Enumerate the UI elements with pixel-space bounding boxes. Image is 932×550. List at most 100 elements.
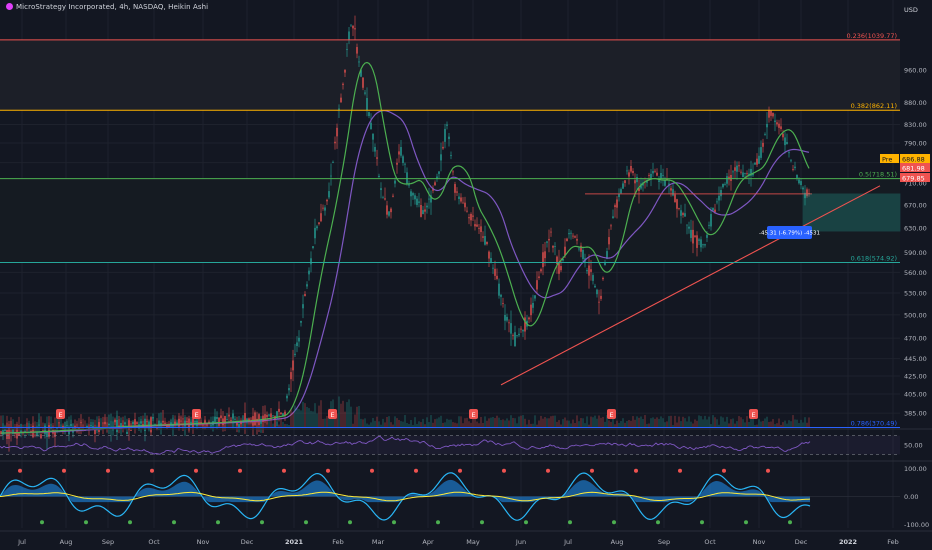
volume-bar	[366, 423, 368, 428]
candle-body	[278, 408, 280, 412]
oscillator-buy-dot	[480, 520, 484, 525]
candle-body	[628, 172, 630, 177]
volume-bar	[0, 415, 2, 428]
symbol-title[interactable]: MicroStrategy Incorporated, 4h, NASDAQ, …	[6, 3, 208, 11]
volume-bar	[760, 421, 762, 428]
volume-bar	[512, 417, 514, 428]
volume-bar	[800, 419, 802, 428]
oscillator-buy-dot	[700, 520, 704, 525]
price-axis-tick-label: 960.00	[904, 66, 927, 74]
volume-bar	[496, 415, 498, 428]
earnings-marker[interactable]	[469, 409, 478, 419]
volume-bar	[468, 421, 470, 428]
volume-bar	[276, 421, 278, 428]
volume-bar	[54, 417, 56, 428]
candle-body	[488, 251, 490, 259]
candle-body	[282, 413, 284, 416]
volume-bar	[368, 424, 370, 428]
ascending-trendline[interactable]	[500, 185, 881, 386]
volume-bar	[208, 423, 210, 428]
volume-bar	[180, 415, 182, 428]
candle-body	[536, 280, 538, 290]
volume-bar	[744, 422, 746, 428]
candle-body	[566, 238, 568, 242]
candle-body	[326, 199, 328, 202]
volume-bar	[558, 420, 560, 428]
volume-bar	[106, 416, 108, 428]
candle-body	[676, 199, 678, 209]
volume-bar	[100, 418, 102, 428]
candle-body	[754, 162, 756, 165]
fib-level-label: 0.5(718.51)	[859, 171, 897, 179]
earnings-marker[interactable]	[192, 409, 201, 419]
earnings-marker[interactable]	[749, 409, 758, 419]
candle-body	[554, 246, 556, 247]
candle-body	[700, 239, 702, 248]
candle-body	[494, 268, 496, 276]
volume-bar	[594, 415, 596, 428]
volume-bar	[570, 423, 572, 428]
candle-body	[588, 265, 590, 276]
oscillator-sell-dot	[150, 468, 154, 473]
candle-body	[482, 236, 484, 238]
candle-body	[770, 110, 772, 116]
volume-bar	[784, 420, 786, 428]
time-axis-tick-label: Jul	[17, 538, 26, 546]
candle-body	[340, 97, 342, 103]
candle-body	[108, 423, 110, 425]
candle-body	[162, 420, 164, 423]
volume-bar	[260, 418, 262, 428]
candle-body	[652, 170, 654, 174]
volume-bar	[152, 418, 154, 428]
volume-bar	[532, 423, 534, 428]
candle-body	[410, 191, 412, 197]
volume-bar	[788, 420, 790, 428]
candle-body	[746, 173, 748, 175]
candle-body	[594, 285, 596, 288]
price-axis-tick-label: 385.00	[904, 410, 927, 418]
volume-bar	[798, 423, 800, 428]
volume-bar	[388, 416, 390, 428]
volume-bar	[70, 415, 72, 428]
time-axis-tick-label: 2021	[285, 538, 304, 546]
time-axis-tick-label: Dec	[795, 538, 808, 546]
volume-bar	[766, 416, 768, 428]
price-tag-prefix	[880, 154, 899, 163]
volume-bar	[418, 421, 420, 428]
volume-bar	[726, 416, 728, 428]
volume-bar	[230, 416, 232, 428]
volume-bar	[402, 421, 404, 428]
price-axis-tick-label: 405.00	[904, 391, 927, 399]
candle-body	[322, 207, 324, 209]
price-tag	[900, 163, 930, 172]
candle-body	[666, 178, 668, 180]
candle-body	[760, 147, 762, 158]
candle-body	[544, 251, 546, 259]
volume-bar	[462, 423, 464, 428]
candle-body	[422, 210, 424, 215]
volume-bar	[132, 422, 134, 428]
candle-body	[270, 413, 272, 417]
earnings-marker[interactable]	[328, 409, 337, 419]
earnings-marker[interactable]	[607, 409, 616, 419]
volume-bar	[102, 422, 104, 428]
time-axis-tick-label: Dec	[241, 538, 254, 546]
volume-bar	[698, 415, 700, 428]
volume-bar	[304, 403, 306, 428]
oscillator-sell-dot	[62, 468, 66, 473]
candle-body	[180, 420, 182, 422]
candle-body	[648, 175, 650, 176]
candle-body	[778, 123, 780, 128]
oscillator-sell-dot	[194, 468, 198, 473]
volume-bar	[620, 421, 622, 428]
volume-bar	[576, 415, 578, 428]
volume-bar	[172, 417, 174, 428]
earnings-marker[interactable]	[56, 409, 65, 419]
volume-bar	[654, 418, 656, 428]
volume-bar	[552, 415, 554, 428]
volume-bar	[154, 423, 156, 428]
candle-body	[728, 176, 730, 180]
volume-bar	[764, 418, 766, 428]
volume-bar	[32, 422, 34, 428]
